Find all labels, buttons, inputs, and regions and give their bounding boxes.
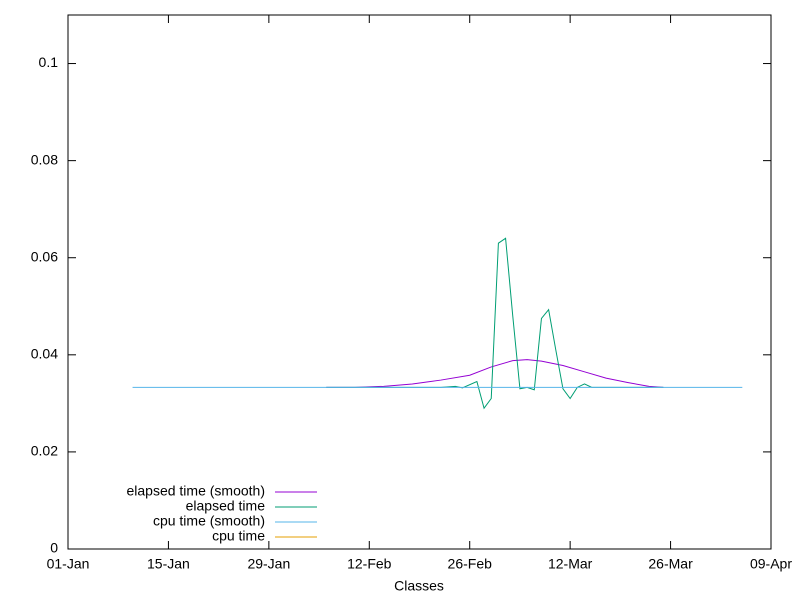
x-axis-label: Classes [394, 578, 444, 594]
x-tick-label: 26-Feb [448, 556, 493, 572]
legend-label: elapsed time (smooth) [126, 483, 265, 499]
series-line [326, 237, 664, 410]
legend-label: cpu time [212, 528, 265, 544]
x-tick-label: 09-Apr [750, 556, 792, 572]
y-tick-label: 0.06 [31, 248, 58, 264]
y-tick-label: 0 [50, 540, 58, 556]
x-tick-label: 12-Feb [347, 556, 392, 572]
plot-frame [67, 14, 772, 550]
legend-label: elapsed time [186, 498, 266, 514]
x-tick-label: 01-Jan [47, 556, 90, 572]
legend-label: cpu time (smooth) [153, 513, 265, 529]
y-tick-label: 0.08 [31, 151, 58, 167]
y-tick-label: 0.1 [39, 54, 59, 70]
y-tick-label: 0.04 [31, 346, 58, 362]
y-tick-label: 0.02 [31, 443, 58, 459]
x-tick-label: 15-Jan [147, 556, 190, 572]
x-tick-label: 12-Mar [548, 556, 593, 572]
series-line [326, 359, 664, 388]
x-tick-label: 29-Jan [247, 556, 290, 572]
x-tick-label: 26-Mar [648, 556, 693, 572]
